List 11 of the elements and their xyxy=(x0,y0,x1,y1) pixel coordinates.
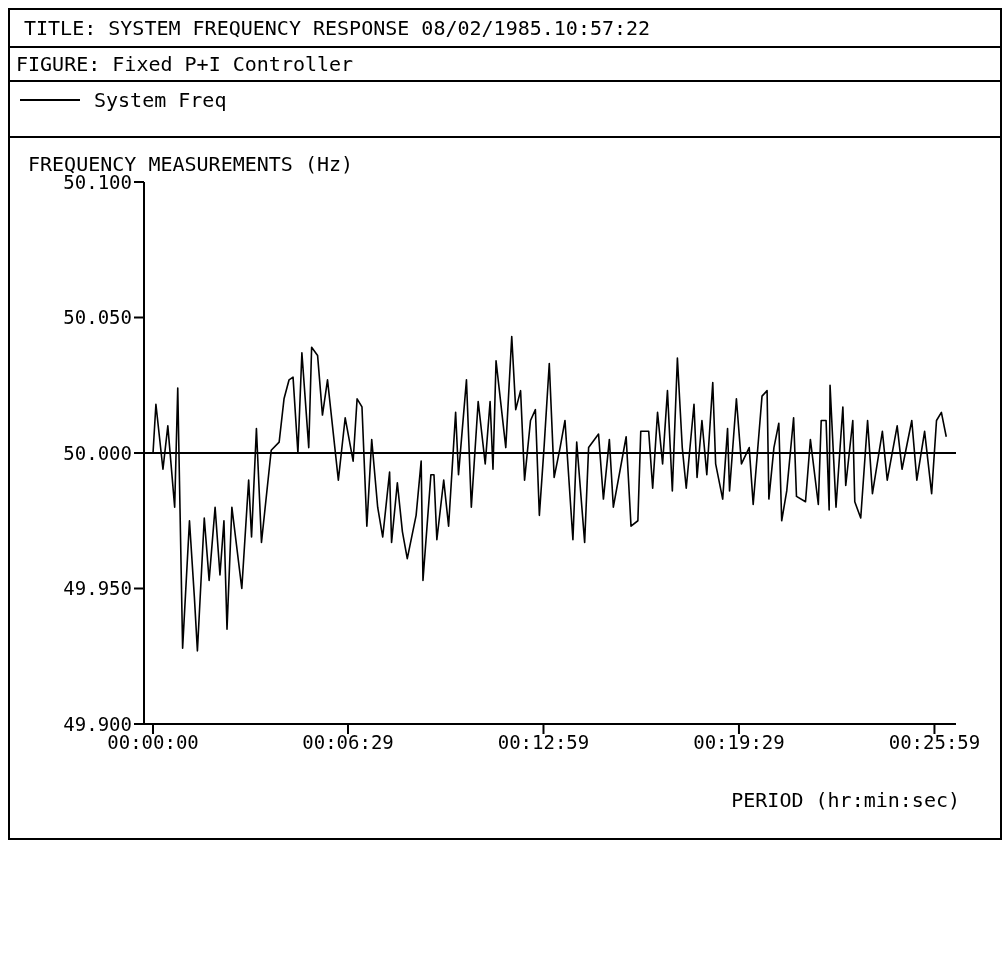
y-tick-label: 50.050 xyxy=(63,306,132,329)
x-axis-title: PERIOD (hr:min:sec) xyxy=(731,788,960,812)
legend-label: System Freq xyxy=(94,88,227,112)
x-tick-label: 00:19:29 xyxy=(693,731,785,754)
x-tick-label: 00:12:59 xyxy=(497,731,590,754)
chart-title: TITLE: SYSTEM FREQUENCY RESPONSE 08/02/1985.10:57:22 xyxy=(10,10,1000,48)
x-tick-label: 00:06:29 xyxy=(302,731,394,754)
y-tick-label: 49.950 xyxy=(63,577,132,600)
chart-subtitle: FIGURE: Fixed P+I Controller xyxy=(10,48,1000,82)
x-tick-label: 00:25:59 xyxy=(888,731,981,754)
y-tick-label: 50.000 xyxy=(63,441,132,464)
